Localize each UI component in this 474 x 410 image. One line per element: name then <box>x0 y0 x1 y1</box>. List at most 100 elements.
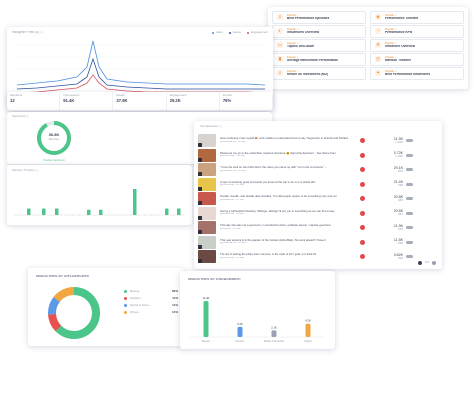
post-thumbnail[interactable] <box>198 134 216 147</box>
open-post-icon[interactable] <box>406 153 413 157</box>
report-template-item[interactable]: ▭ Popular ✓ Topics/ Drill-down <box>272 39 366 52</box>
search-icon: ⌕ <box>277 70 283 77</box>
influencer-avatar[interactable] <box>360 225 365 230</box>
sentiment-caption: Positive Sentiment <box>43 159 65 162</box>
legend-item[interactable]: Saves <box>228 31 241 35</box>
post-thumbnail[interactable] <box>198 250 216 263</box>
donut-slice-others <box>48 287 100 339</box>
bar-category-label: Beauty <box>202 339 211 343</box>
report-template-label: Influencers Overview <box>287 30 320 34</box>
influencer-avatar[interactable] <box>360 167 365 172</box>
report-template-label: Best Performance Episodes <box>287 16 330 20</box>
post-stats: 20.8K 683 <box>389 195 403 203</box>
table-row[interactable]: Please let me go to the subscriber requi… <box>198 148 438 163</box>
post-caption: Please let me go to the subscriber requi… <box>220 151 336 155</box>
post-thumbnail[interactable] <box>198 148 216 162</box>
report-template-tag: Popular ✓ <box>287 69 299 73</box>
influencer-avatar[interactable] <box>360 181 365 187</box>
industries-influencers-title: INDUSTRIES BY INFLUENCERS <box>36 275 90 278</box>
post-meta: @loreasharma · 24 Sep <box>220 140 246 143</box>
instagram-icon <box>198 186 202 191</box>
timeline-bar <box>165 208 169 215</box>
post-stats: 9.62K 493 <box>389 253 403 261</box>
open-post-icon[interactable] <box>406 226 413 229</box>
legend-dot <box>211 31 215 35</box>
influencer-avatar[interactable] <box>360 239 365 245</box>
post-thumbnail[interactable] <box>198 192 216 205</box>
legend-item[interactable]: Engagement <box>246 31 268 35</box>
report-template-label: Best Performance Influencers <box>385 72 431 76</box>
report-template-item[interactable]: ⌕ Popular ✓ Return on Investment (ROI) <box>272 67 366 80</box>
table-row[interactable]: Doodle, doodle, and doodle dear doodles.… <box>198 191 438 206</box>
influencer-avatar[interactable] <box>360 196 365 201</box>
post-meta: @colorhouse · 19 Sep <box>220 256 244 259</box>
post-thumbnail[interactable] <box>198 206 216 220</box>
open-post-icon[interactable] <box>406 168 413 171</box>
post-engagement: 11.9K <box>393 223 403 228</box>
post-likes: 651 <box>397 213 403 217</box>
report-template-label: Performance Timeline <box>385 16 419 20</box>
kpi-mentions: Mentions 12 <box>7 92 61 110</box>
table-row[interactable]: How confusing I feel myself 🙈 a bit unab… <box>198 133 438 148</box>
table-row[interactable]: The art of feeling the pinky lines nervo… <box>198 249 438 264</box>
table-row[interactable]: Giving a full English Drawing. Siblings,… <box>198 206 438 221</box>
prev-page-icon[interactable] <box>417 261 422 265</box>
report-template-item[interactable]: ≡ Popular ✓ Best Performance Episodes <box>272 11 366 24</box>
timeline-bar <box>177 208 181 215</box>
report-template-item[interactable]: ◔ Popular ✓ Performance KPIs <box>370 25 464 38</box>
post-text: Please let me go to the subscriber requi… <box>220 152 348 158</box>
report-template-tag: Popular ✓ <box>287 13 299 17</box>
post-thumbnail[interactable] <box>198 221 216 234</box>
post-thumbnail[interactable] <box>198 235 216 249</box>
chart-title: Instagram Feed (3) ⓘ <box>12 31 44 34</box>
report-template-item[interactable]: ✲ Popular ✓ Influencer Overview <box>370 39 464 52</box>
report-template-item[interactable]: ◷ Popular ✓ Mention Timeline <box>370 53 464 66</box>
timeline-bar <box>27 208 31 215</box>
post-meta: @bluesun · 20 Sep <box>220 227 241 230</box>
report-template-tag: Popular ✓ <box>287 55 299 59</box>
sentiment-center-label: Mentions <box>48 138 60 141</box>
post-stats: 5.72K 1.15K <box>389 151 403 159</box>
legend-item[interactable]: Likes <box>211 31 223 35</box>
post-thumbnail[interactable] <box>198 163 216 176</box>
report-template-item[interactable]: ▮ Popular ✓ Average Benchmark Performance <box>272 53 366 66</box>
next-page-icon[interactable] <box>432 261 436 265</box>
influencer-avatar[interactable] <box>360 210 365 216</box>
report-template-item[interactable]: ◈ Popular ✓ Performance Timeline <box>370 11 464 24</box>
table-row[interactable]: "I love the look on the lil kid when the… <box>198 162 438 177</box>
open-post-icon[interactable] <box>406 240 413 244</box>
legend-label: Engagement <box>250 31 268 34</box>
sentiment-donut <box>37 121 71 155</box>
table-row[interactable]: This day she was not a good at it, in wo… <box>198 220 438 235</box>
post-engagement: 11.9K <box>393 136 403 141</box>
influencer-avatar[interactable] <box>360 138 365 143</box>
legend-dot <box>228 31 232 35</box>
post-engagement: 21.4K <box>393 180 403 185</box>
report-template-label: Return on Investment (ROI) <box>287 72 329 76</box>
post-likes: 543 <box>397 227 403 231</box>
table-row[interactable]: This new artwork is in the garden of the… <box>198 235 438 250</box>
open-post-icon[interactable] <box>406 255 413 258</box>
series-line-likes <box>16 40 266 86</box>
legend-value: 11% <box>172 303 178 307</box>
table-row[interactable]: A spur is amazing good and (and) you kno… <box>198 177 438 192</box>
legend-name: Fashion <box>130 296 141 300</box>
legend-label: Likes <box>215 31 223 34</box>
kpi-value: 12 <box>10 97 15 103</box>
legend-item: Beauty 60% <box>124 288 178 295</box>
post-thumbnail[interactable] <box>198 177 216 191</box>
report-template-tag: Popular ✓ <box>385 69 397 73</box>
open-post-icon[interactable] <box>406 139 413 142</box>
clock-icon: ◷ <box>375 56 381 63</box>
report-template-item[interactable]: ◐ Popular ✓ Influencers Overview <box>272 25 366 38</box>
report-template-text: Popular ✓ Best Performance Influencers <box>385 70 430 77</box>
report-templates-grid: ≡ Popular ✓ Best Performance Episodes ◈ Popu… <box>268 7 468 89</box>
kpi-value: 37.9K <box>116 97 128 103</box>
influencer-avatar[interactable] <box>360 152 365 158</box>
open-post-icon[interactable] <box>406 211 413 215</box>
open-post-icon[interactable] <box>406 182 413 186</box>
report-template-item[interactable]: ✦ Popular ✓ Best Performance Influencers <box>370 67 464 80</box>
influencer-avatar[interactable] <box>360 254 365 259</box>
open-post-icon[interactable] <box>406 197 413 200</box>
report-template-text: Popular ✓ Return on Investment (ROI) <box>287 70 328 77</box>
